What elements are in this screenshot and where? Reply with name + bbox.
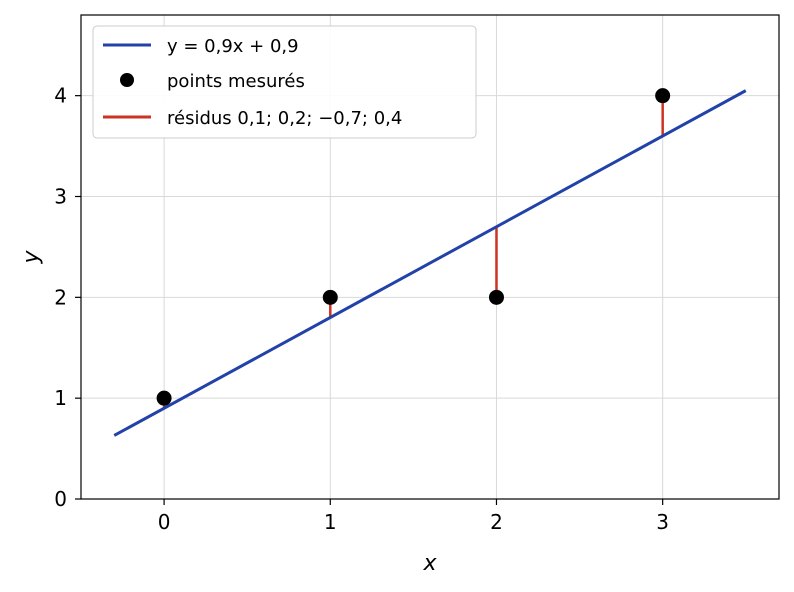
y-axis-ticks: 0 1 2 3 4 xyxy=(54,84,81,511)
data-points xyxy=(156,88,671,406)
data-point xyxy=(488,289,504,305)
y-tick-label: 0 xyxy=(54,487,67,511)
legend-fit-line-label: y = 0,9x + 0,9 xyxy=(167,36,299,57)
plot-frame xyxy=(80,14,780,500)
x-axis-ticks: 0 1 2 3 xyxy=(158,499,669,534)
fit-line-group xyxy=(113,89,747,437)
residual-segments xyxy=(162,95,664,409)
y-tick-label: 2 xyxy=(54,285,67,309)
data-point xyxy=(655,88,671,104)
y-tick-label: 3 xyxy=(54,185,67,209)
x-axis-label: x xyxy=(422,551,437,576)
x-tick-label: 0 xyxy=(158,510,171,534)
data-point xyxy=(322,289,338,305)
y-tick-label: 1 xyxy=(54,386,67,410)
x-tick-label: 2 xyxy=(490,510,503,534)
legend-residuals-label: résidus 0,1; 0,2; −0,7; 0,4 xyxy=(167,108,402,129)
legend-points-label: points mesurés xyxy=(167,71,305,92)
fit-line xyxy=(113,89,747,437)
y-axis-label: y xyxy=(19,250,44,265)
y-tick-label: 4 xyxy=(54,84,67,108)
data-point xyxy=(156,390,172,406)
legend-points-swatch xyxy=(120,73,134,87)
legend-box xyxy=(92,25,477,139)
x-tick-label: 3 xyxy=(656,510,669,534)
legend: y = 0,9x + 0,9 points mesurés résidus 0,… xyxy=(92,25,477,139)
x-tick-label: 1 xyxy=(324,510,337,534)
